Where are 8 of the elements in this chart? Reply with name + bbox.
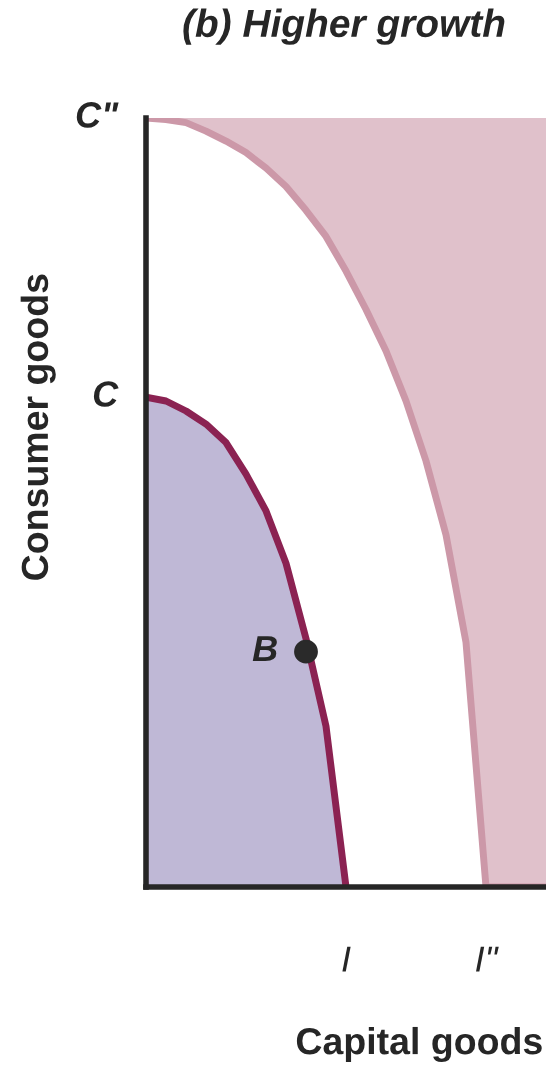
text: C" [76, 102, 119, 128]
annotation: B [252, 636, 277, 662]
chart-title: (b) Higher growth [183, 8, 505, 45]
x-tick-label: I [342, 946, 351, 972]
x-axis-title: Capital goods [296, 1026, 542, 1063]
text: C [93, 381, 119, 407]
x-tick-label: I" [476, 946, 499, 972]
y-axis-title: Consumer goods [20, 274, 56, 580]
